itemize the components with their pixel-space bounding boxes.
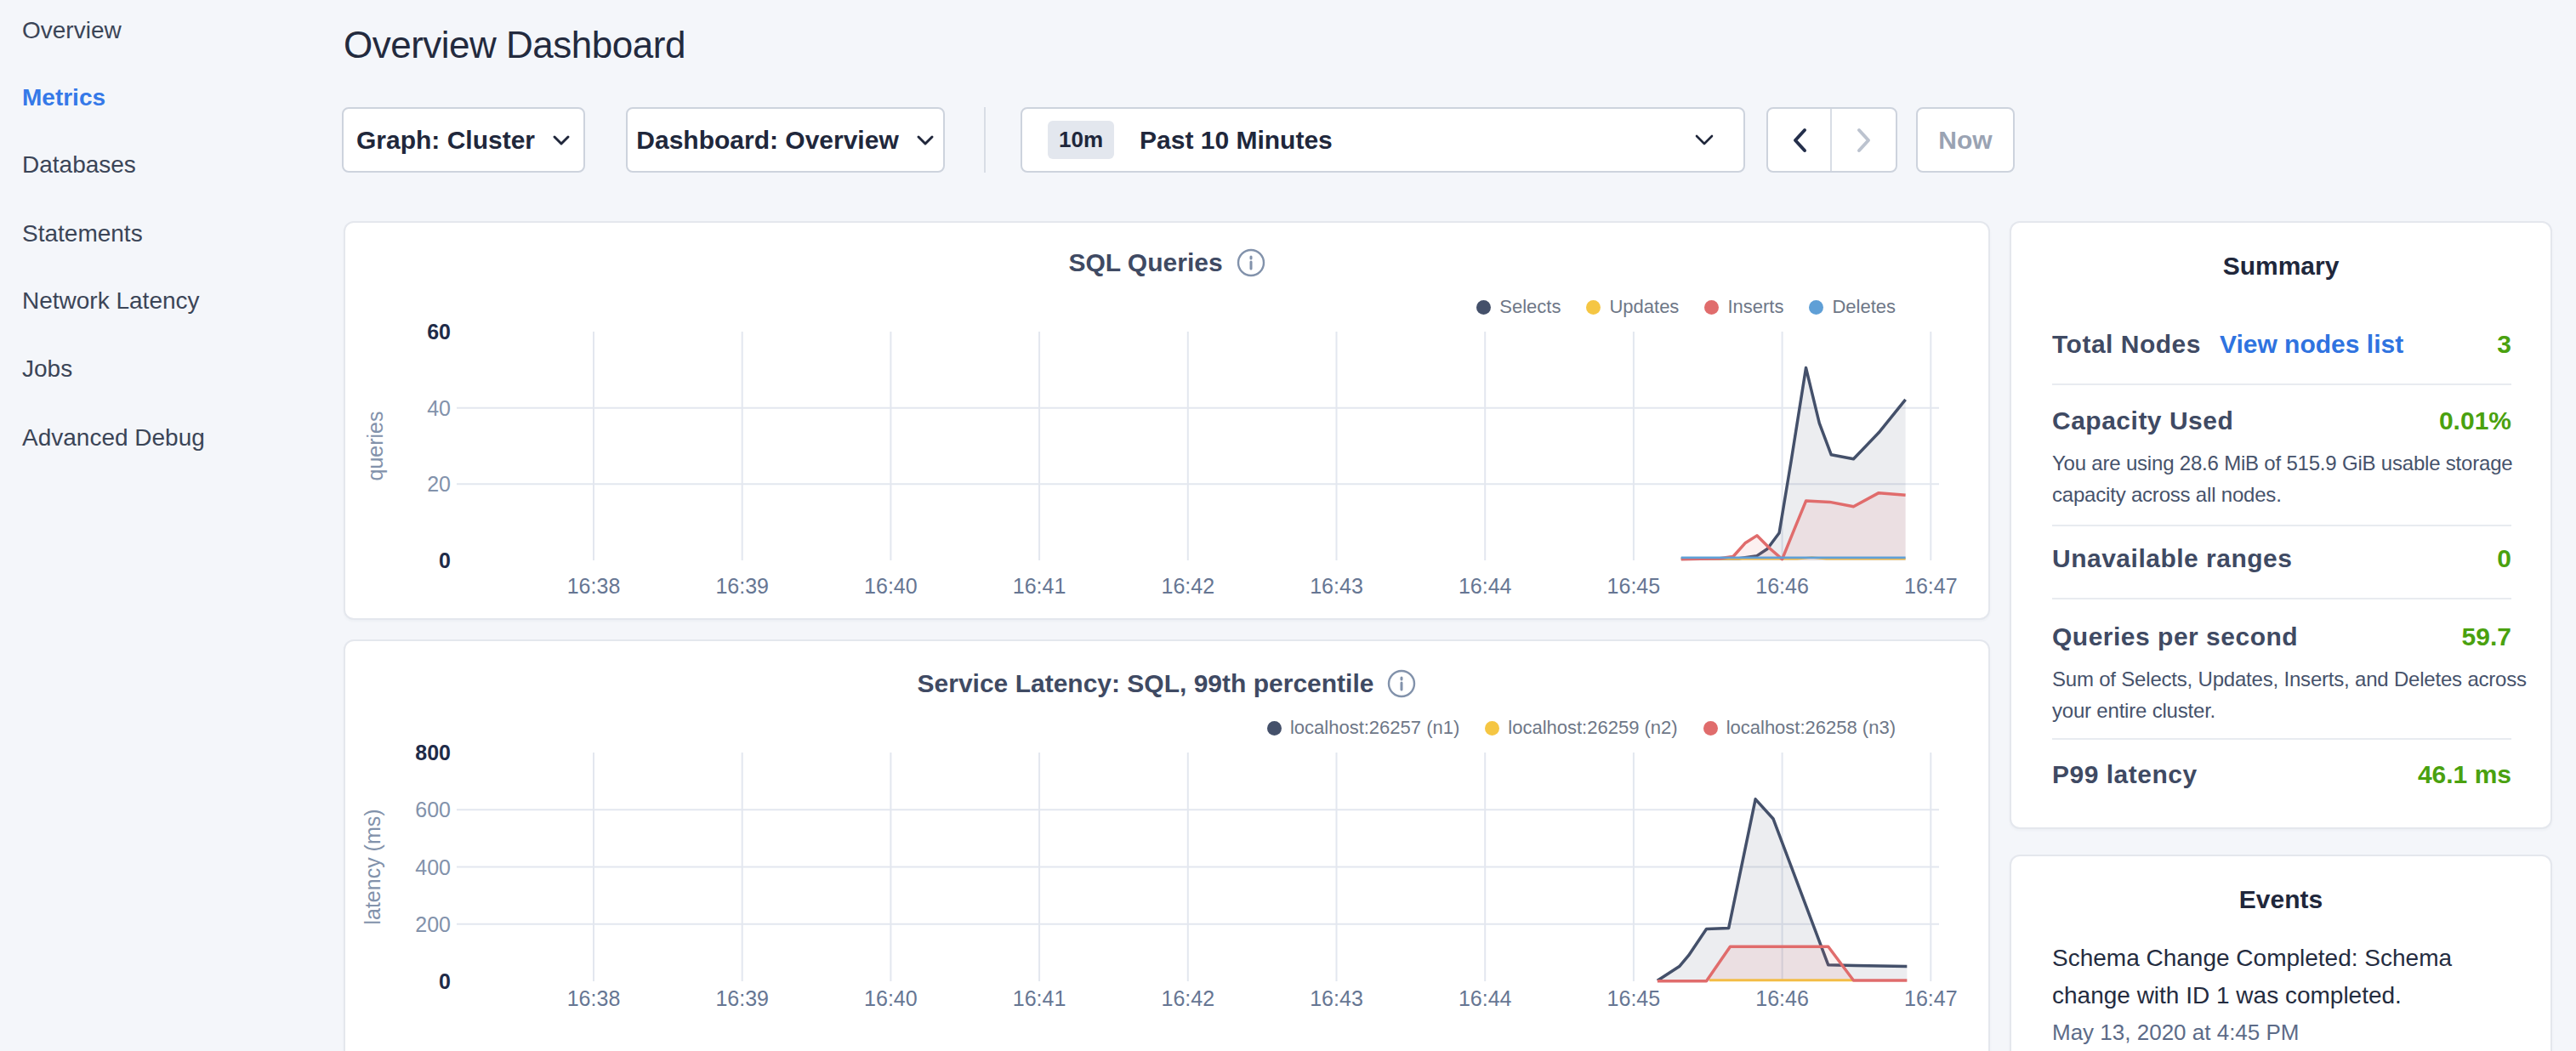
svg-text:20: 20	[427, 472, 451, 496]
summary-row-description: Sum of Selects, Updates, Inserts, and De…	[2052, 663, 2527, 695]
svg-text:16:47: 16:47	[1904, 986, 1958, 1010]
now-button[interactable]: Now	[1916, 107, 2015, 173]
summary-row-value: 3	[2497, 330, 2527, 359]
view-nodes-list-link[interactable]: View nodes list	[2220, 330, 2403, 359]
sidebar-item-metrics[interactable]: Metrics	[22, 84, 105, 111]
summary-row-value: 0	[2497, 544, 2527, 573]
sidebar-item-jobs[interactable]: Jobs	[22, 355, 72, 383]
svg-text:16:45: 16:45	[1607, 986, 1661, 1010]
sidebar: Overview Metrics Databases Statements Networ…	[0, 0, 340, 1051]
svg-text:16:40: 16:40	[864, 986, 918, 1010]
sidebar-item-network-latency[interactable]: Network Latency	[22, 287, 200, 315]
svg-text:16:43: 16:43	[1310, 986, 1363, 1010]
svg-text:16:41: 16:41	[1013, 574, 1066, 598]
events-title: Events	[2011, 885, 2550, 914]
chevron-down-icon	[1694, 134, 1714, 146]
svg-text:16:39: 16:39	[715, 986, 769, 1010]
sql-queries-chart-panel: SQL QueriesSelectsUpdatesInsertsDeletes0…	[344, 221, 1990, 620]
graph-dropdown[interactable]: Graph: Cluster	[342, 107, 585, 173]
page-title: Overview Dashboard	[344, 24, 685, 66]
summary-row: P99 latency 46.1 ms	[2052, 760, 2527, 789]
summary-row-value: 0.01%	[2439, 406, 2527, 435]
svg-text:16:42: 16:42	[1162, 986, 1215, 1010]
svg-text:16:46: 16:46	[1755, 986, 1809, 1010]
chevron-down-icon	[916, 134, 935, 146]
svg-text:800: 800	[415, 741, 451, 764]
chart-plot: 0 200 400 600 800 16:38 16:39 16:40 16:41 16:42 16…	[345, 641, 1992, 1051]
chevron-right-icon	[1857, 128, 1872, 153]
summary-row-description: your entire cluster.	[2052, 695, 2527, 726]
sidebar-item-databases[interactable]: Databases	[22, 151, 136, 179]
svg-text:400: 400	[415, 855, 451, 879]
time-range-selector[interactable]: 10m Past 10 Minutes	[1021, 107, 1745, 173]
events-panel: Events Schema Change Completed: Schema c…	[2010, 855, 2552, 1051]
graph-dropdown-label: Graph: Cluster	[356, 126, 535, 155]
summary-row: Unavailable ranges 0	[2052, 544, 2527, 573]
time-range-badge: 10m	[1048, 121, 1114, 159]
svg-text:40: 40	[427, 396, 451, 420]
summary-row: Queries per second 59.7 Sum of Selects, Up…	[2052, 622, 2527, 726]
svg-text:16:46: 16:46	[1755, 574, 1809, 598]
summary-panel: Summary Total Nodes View nodes list 3 Capac…	[2010, 221, 2552, 829]
chart-plot: 0 20 40 60 16:38 16:39 16:40 16:41 16:42 16:43 16:…	[345, 223, 1992, 618]
svg-text:16:41: 16:41	[1013, 986, 1066, 1010]
summary-row-label: Total Nodes	[2052, 330, 2201, 359]
sidebar-item-statements[interactable]: Statements	[22, 220, 143, 247]
summary-row-label: Unavailable ranges	[2052, 544, 2292, 573]
svg-text:0: 0	[439, 548, 451, 572]
svg-text:200: 200	[415, 912, 451, 936]
chevron-left-icon	[1792, 128, 1807, 153]
event-text: Schema Change Completed: Schema change w…	[2052, 940, 2516, 1014]
svg-text:queries: queries	[363, 412, 387, 481]
svg-text:60: 60	[427, 320, 451, 344]
summary-row-label: P99 latency	[2052, 760, 2198, 789]
svg-text:600: 600	[415, 798, 451, 821]
sidebar-item-advanced-debug[interactable]: Advanced Debug	[22, 424, 205, 452]
dashboard-dropdown[interactable]: Dashboard: Overview	[626, 107, 945, 173]
svg-text:16:44: 16:44	[1459, 574, 1512, 598]
divider	[2052, 598, 2511, 599]
summary-row: Total Nodes View nodes list 3	[2052, 330, 2527, 359]
time-back-button[interactable]	[1768, 109, 1832, 171]
svg-text:0: 0	[439, 969, 451, 993]
summary-row-description: capacity across all nodes.	[2052, 479, 2527, 510]
divider	[2052, 738, 2511, 740]
svg-text:16:39: 16:39	[715, 574, 769, 598]
svg-text:16:43: 16:43	[1310, 574, 1363, 598]
controls-divider	[984, 107, 986, 173]
sidebar-item-overview[interactable]: Overview	[22, 17, 122, 44]
summary-row: Capacity Used 0.01% You are using 28.6 MiB…	[2052, 406, 2527, 510]
svg-text:latency (ms): latency (ms)	[361, 809, 384, 924]
svg-text:16:47: 16:47	[1904, 574, 1958, 598]
time-range-label: Past 10 Minutes	[1140, 126, 1333, 155]
event-time: May 13, 2020 at 4:45 PM	[2052, 1020, 2300, 1046]
service-latency-chart-panel: Service Latency: SQL, 99th percentileloc…	[344, 639, 1990, 1051]
summary-row-label: Capacity Used	[2052, 406, 2233, 435]
summary-row-label: Queries per second	[2052, 622, 2298, 651]
svg-text:16:44: 16:44	[1459, 986, 1512, 1010]
divider	[2052, 383, 2511, 385]
time-forward-button[interactable]	[1832, 109, 1896, 171]
svg-text:16:38: 16:38	[567, 574, 621, 598]
chevron-down-icon	[552, 134, 571, 146]
dashboard-dropdown-label: Dashboard: Overview	[636, 126, 898, 155]
svg-text:16:40: 16:40	[864, 574, 918, 598]
svg-text:16:42: 16:42	[1162, 574, 1215, 598]
time-nav-buttons	[1766, 107, 1897, 173]
divider	[2052, 525, 2511, 526]
summary-row-description: You are using 28.6 MiB of 515.9 GiB usab…	[2052, 447, 2527, 479]
summary-title: Summary	[2011, 252, 2550, 281]
summary-row-value: 59.7	[2462, 622, 2527, 651]
summary-row-value: 46.1 ms	[2418, 760, 2527, 789]
svg-text:16:38: 16:38	[567, 986, 621, 1010]
svg-text:16:45: 16:45	[1607, 574, 1661, 598]
